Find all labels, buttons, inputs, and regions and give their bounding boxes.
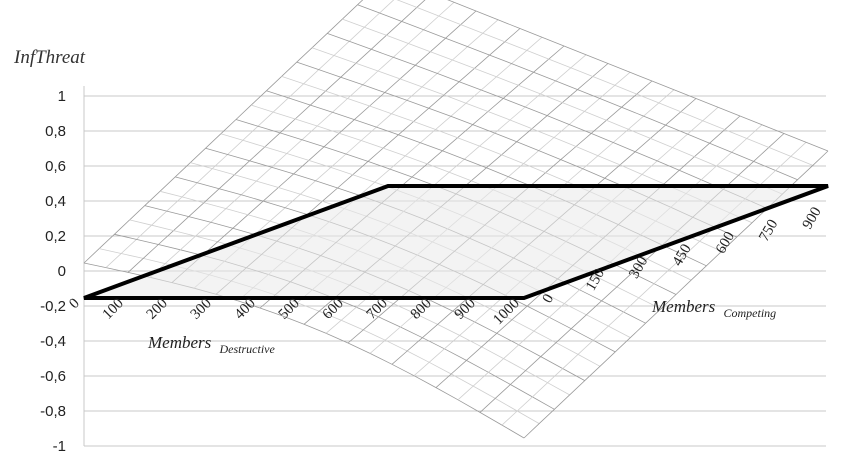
z-tick-label: 0 — [58, 263, 66, 280]
mesh-line-x — [479, 133, 785, 413]
mesh-line-y — [357, 4, 798, 181]
y-tick-label: 0 — [540, 292, 558, 306]
z-tick-label: 0,6 — [45, 158, 66, 175]
x-axis-title-main: Members — [147, 333, 212, 352]
mesh-line-y — [327, 33, 768, 209]
y-axis-title-sub: Competing — [724, 306, 777, 320]
z-axis-ticks: 1 0,8 0,6 0,4 0,2 0 -0,2 -0,4 -0,6 -0,8 -1 — [40, 88, 66, 454]
y-tick-label: 450 — [670, 242, 695, 269]
x-axis-ticks: 0 100 200 300 400 500 600 700 800 900 1000 — [66, 296, 523, 329]
z-tick-label: -0,4 — [40, 333, 66, 350]
y-tick-label: 900 — [800, 205, 825, 232]
z-tick-label: -0,2 — [40, 298, 66, 315]
z-tick-label: -0,8 — [40, 403, 66, 420]
z-tick-label: 0,2 — [45, 228, 66, 245]
z-axis-title: InfThreat — [13, 47, 86, 68]
zero-plane-outline — [83, 184, 829, 300]
z-tick-label: -0,6 — [40, 368, 66, 385]
mesh-line-y — [342, 18, 783, 195]
z-tick-label: 0,4 — [45, 193, 66, 210]
x-axis-title: Members Destructive — [147, 333, 276, 356]
y-tick-label: 600 — [713, 229, 738, 256]
z-tick-label: 0,8 — [45, 123, 66, 140]
mesh-line-y — [447, 0, 829, 152]
x-tick-label: 0 — [66, 296, 83, 313]
y-tick-label: 750 — [756, 217, 781, 244]
z-tick-label: 1 — [58, 88, 66, 105]
y-axis-title: Members Competing — [651, 297, 776, 320]
mesh-line-y — [396, 0, 813, 166]
x-axis-title-sub: Destructive — [219, 342, 276, 356]
y-axis-title-main: Members — [651, 297, 716, 316]
z-tick-label: -1 — [53, 438, 66, 454]
